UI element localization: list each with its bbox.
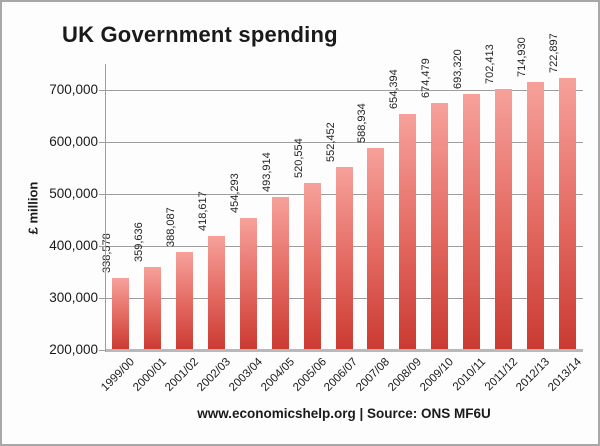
x-tick-label: 2005/06 <box>290 356 329 394</box>
x-tick-label: 2010/11 <box>450 356 488 394</box>
gridline-600,000 <box>106 142 583 143</box>
bar-2000/01 <box>144 267 162 350</box>
bar-value-label: 338,578 <box>101 233 114 273</box>
x-tick-label: 2000/01 <box>131 356 170 394</box>
x-tick-label: 2011/12 <box>482 356 520 394</box>
bar-2009/10 <box>431 103 449 350</box>
x-tick-label: 2012/13 <box>513 356 552 394</box>
bar-value-label: 588,934 <box>356 103 369 143</box>
bar-value-label: 493,914 <box>260 152 273 193</box>
chart-title: UK Government spending <box>62 22 338 47</box>
y-tick-label: 200,000 <box>49 342 98 357</box>
bar-2010/11 <box>463 93 480 350</box>
y-axis-tick <box>99 142 105 143</box>
x-tick-label: 1999/00 <box>99 356 138 394</box>
y-tick-label: 400,000 <box>49 238 98 253</box>
x-axis-line <box>105 349 583 352</box>
y-axis-tick <box>99 350 105 351</box>
x-tick-label: 2002/03 <box>195 356 233 394</box>
bar-2004/05 <box>271 197 289 350</box>
bar-2002/03 <box>208 236 225 350</box>
bar-value-label: 418,617 <box>197 191 209 232</box>
bar-2013/14 <box>558 78 576 350</box>
x-tick-label: 2007/08 <box>354 356 393 394</box>
bar-2007/08 <box>367 147 385 350</box>
bar-value-label: 674,479 <box>420 58 433 99</box>
bar-value-label: 388,087 <box>165 207 178 248</box>
y-tick-label: 600,000 <box>49 134 98 149</box>
bar-value-label: 552,452 <box>324 121 337 162</box>
bar-value-label: 714,930 <box>515 37 528 78</box>
x-tick-label: 2003/04 <box>226 356 265 394</box>
bar-value-label: 454,293 <box>228 173 241 213</box>
y-axis-tick <box>99 246 105 247</box>
bar-2012/13 <box>526 82 544 350</box>
y-axis-tick <box>99 298 105 299</box>
y-tick-label: 300,000 <box>49 290 98 305</box>
y-tick-label: 500,000 <box>49 186 98 201</box>
bar-value-label: 702,413 <box>483 43 496 84</box>
bar-value-label: 520,554 <box>292 138 305 179</box>
y-tick-label: 700,000 <box>49 82 98 97</box>
y-axis-tick <box>99 90 105 91</box>
bar-value-label: 359,636 <box>133 222 146 262</box>
x-tick-label: 2009/10 <box>418 356 457 394</box>
bar-2003/04 <box>239 217 257 350</box>
bar-2005/06 <box>303 183 321 350</box>
y-axis-line <box>105 64 106 352</box>
source-note: www.economicshelp.org | Source: ONS MF6U <box>197 406 491 421</box>
bar-value-label: 693,320 <box>452 48 464 89</box>
x-tick-label: 2008/09 <box>386 356 425 394</box>
x-tick-label: 2004/05 <box>258 356 297 394</box>
gridline-700,000 <box>106 90 583 91</box>
bar-2008/09 <box>399 113 417 350</box>
bar-2011/12 <box>494 88 512 350</box>
bar-2001/02 <box>176 252 194 350</box>
bar-value-label: 654,394 <box>388 68 401 109</box>
bar-1999/00 <box>112 277 130 350</box>
x-tick-label: 2006/07 <box>322 356 361 394</box>
x-tick-label: 2001/02 <box>163 356 202 394</box>
bar-2006/07 <box>335 166 353 350</box>
x-tick-label: 2013/14 <box>545 356 584 394</box>
y-axis-tick <box>99 194 105 195</box>
bar-value-label: 722,897 <box>547 33 560 74</box>
